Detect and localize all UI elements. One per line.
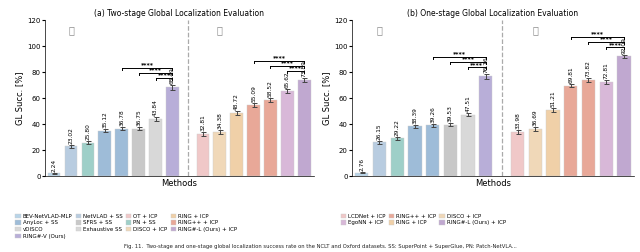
Bar [617, 56, 630, 176]
Text: Ⓝ: Ⓝ [376, 25, 382, 36]
Text: ****: **** [289, 66, 302, 70]
Bar [48, 173, 60, 176]
Text: 35.12: 35.12 [102, 111, 108, 128]
Bar [281, 91, 294, 176]
Text: 58.52: 58.52 [268, 80, 273, 97]
Bar [264, 100, 277, 176]
Text: ****: **** [157, 73, 170, 77]
Text: 26.15: 26.15 [377, 123, 382, 140]
Bar [564, 85, 577, 176]
Text: 32.81: 32.81 [200, 114, 205, 131]
Legend: LCDNet + ICP, EgoNN + ICP, RING++ + ICP, RING + ICP, DISCO + ICP, RING#-L (Ours): LCDNet + ICP, EgoNN + ICP, RING++ + ICP,… [340, 213, 506, 225]
Text: ****: **** [149, 67, 162, 72]
Text: ****: **** [273, 55, 285, 60]
Text: 33.98: 33.98 [515, 112, 520, 129]
Bar [444, 125, 457, 176]
X-axis label: Methods: Methods [161, 179, 197, 188]
Text: Fig. 11.  Two-stage and one-stage global localization success rate on the NCLT a: Fig. 11. Two-stage and one-stage global … [124, 244, 516, 249]
Text: 39.53: 39.53 [448, 105, 452, 122]
Y-axis label: GL Succ. [%]: GL Succ. [%] [15, 72, 24, 125]
Bar [529, 129, 542, 176]
X-axis label: Methods: Methods [475, 179, 511, 188]
Text: 36.78: 36.78 [119, 109, 124, 126]
Bar [149, 119, 162, 176]
Text: 34.38: 34.38 [217, 112, 222, 129]
Text: 65.62: 65.62 [285, 71, 290, 88]
Bar [81, 143, 94, 176]
Text: ****: **** [591, 31, 604, 36]
Bar [600, 82, 612, 176]
Bar [230, 113, 243, 176]
Bar [65, 146, 77, 176]
Text: ****: **** [452, 51, 466, 56]
Text: ⌖: ⌖ [217, 25, 223, 36]
Bar [298, 80, 310, 176]
Bar [461, 115, 475, 176]
Text: ****: **** [609, 42, 621, 47]
Y-axis label: GL Succ. [%]: GL Succ. [%] [323, 72, 332, 125]
Text: 23.02: 23.02 [68, 127, 74, 144]
Bar [390, 138, 404, 176]
Text: 68.49: 68.49 [170, 67, 175, 84]
Bar [511, 132, 524, 176]
Text: 73.89: 73.89 [302, 60, 307, 77]
Bar [582, 80, 595, 176]
Bar [547, 110, 559, 176]
Text: 25.80: 25.80 [85, 123, 90, 140]
Text: ****: **** [600, 37, 612, 42]
Bar [115, 129, 128, 176]
Bar [166, 87, 179, 176]
Text: 36.75: 36.75 [136, 109, 141, 126]
Bar [408, 127, 422, 176]
Bar [99, 131, 111, 176]
Text: ⌖: ⌖ [532, 25, 538, 36]
Text: ****: **** [281, 60, 294, 65]
Bar [132, 129, 145, 176]
Text: 2.24: 2.24 [52, 159, 56, 172]
Text: 51.21: 51.21 [550, 90, 556, 107]
Text: 36.69: 36.69 [533, 109, 538, 126]
Text: 69.81: 69.81 [568, 66, 573, 82]
Text: 48.72: 48.72 [234, 93, 239, 110]
Text: 2.76: 2.76 [359, 158, 364, 171]
Text: 47.51: 47.51 [465, 95, 470, 112]
Bar [373, 142, 386, 176]
Text: 72.81: 72.81 [604, 62, 609, 79]
Text: 39.26: 39.26 [430, 106, 435, 123]
Bar [196, 134, 209, 176]
Text: ****: **** [470, 62, 483, 67]
Text: Ⓝ: Ⓝ [68, 25, 74, 36]
Bar [213, 132, 226, 176]
Legend: BEV-NetVLAD-MLP, AnyLoc + SS, vDISCO, RING#-V (Ours), NetVLAD + SS, SFRS + SS, E: BEV-NetVLAD-MLP, AnyLoc + SS, vDISCO, RI… [15, 213, 237, 239]
Bar [426, 125, 439, 176]
Title: (b) One-stage Global Localization Evaluation: (b) One-stage Global Localization Evalua… [407, 9, 579, 18]
Text: 73.82: 73.82 [586, 60, 591, 77]
Text: ****: **** [461, 56, 474, 61]
Bar [479, 76, 492, 176]
Bar [355, 173, 369, 176]
Text: 92.09: 92.09 [621, 37, 627, 53]
Text: ****: **** [141, 62, 154, 67]
Text: 76.76: 76.76 [483, 56, 488, 73]
Text: 43.84: 43.84 [153, 100, 158, 116]
Text: 29.22: 29.22 [395, 119, 399, 136]
Bar [247, 105, 260, 176]
Title: (a) Two-stage Global Localization Evaluation: (a) Two-stage Global Localization Evalua… [94, 9, 264, 18]
Text: 38.39: 38.39 [412, 107, 417, 124]
Text: 55.09: 55.09 [251, 85, 256, 102]
